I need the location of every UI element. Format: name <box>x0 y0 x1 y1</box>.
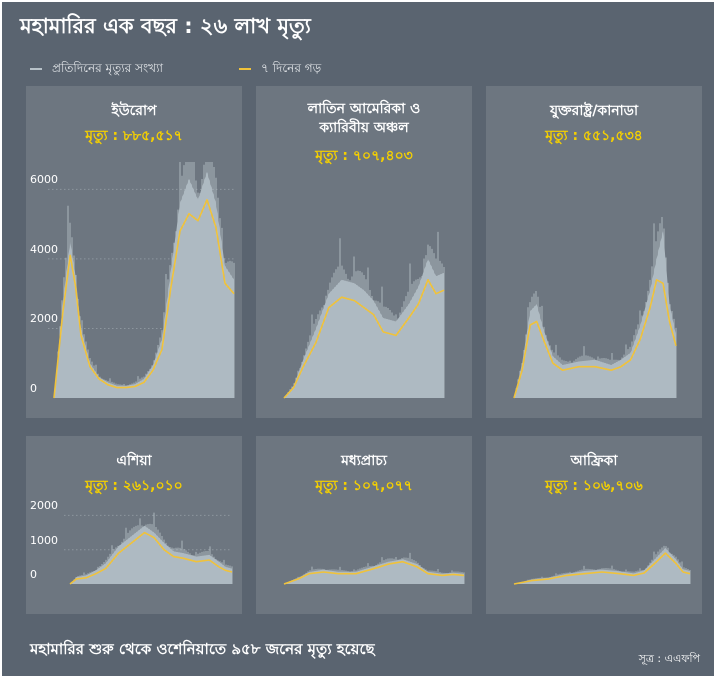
seven-day-avg-line <box>69 531 233 585</box>
daily-deaths-area <box>70 525 232 584</box>
panel-africa-title: আফ্রিকা <box>570 453 618 469</box>
panel-us-canada: যুক্তরাষ্ট্র/কানাডা মৃত্যু : ৫৫১,৫৩৪ <box>486 86 702 418</box>
footer-note: মহামারির শুরু থেকে ওশেনিয়াতে ৯৫৮ জনের ম… <box>30 640 375 658</box>
panel-us-canada-title: যুক্তরাষ্ট্র/কানাডা <box>549 103 639 119</box>
legend-daily-label: প্রতিদিনের মৃত্যুর সংখ্যা <box>52 61 164 75</box>
panel-africa-deaths: মৃত্যু : ১০৬,৭০৬ <box>545 478 643 494</box>
legend-daily: প্রতিদিনের মৃত্যুর সংখ্যা <box>30 60 163 80</box>
panel-latin-america: লাতিন আমেরিকা ও ক্যারিবীয় অঞ্চল মৃত্যু … <box>256 86 472 418</box>
chart-plot <box>513 545 691 585</box>
chart-plot <box>283 552 465 585</box>
chart-plot <box>64 512 233 585</box>
legend-avg-label: ৭ দিনের গড় <box>261 61 322 75</box>
y-tick-label: 2000 <box>30 499 58 513</box>
panel-asia: এশিয়া মৃত্যু : ২৬১,০১০ 0 1000 2000 <box>26 436 242 614</box>
y-tick-label: 1000 <box>30 533 58 547</box>
daily-deaths-area <box>514 231 676 398</box>
legend-avg-swatch <box>239 67 251 70</box>
seven-day-avg-line <box>283 560 465 585</box>
source-credit: সূত্র : এএফপি <box>638 652 700 665</box>
panel-middle-east: মধ্যপ্রাচ্য মৃত্যু : ১০৭,০৭৭ <box>256 436 472 614</box>
panel-europe-deaths: মৃত্যু : ৮৮৫,৫১৭ <box>85 128 183 144</box>
y-tick-label: 0 <box>30 382 37 395</box>
y-tick-label: 6000 <box>30 173 58 187</box>
y-tick-label: 2000 <box>30 312 58 326</box>
panel-latin-america-deaths: মৃত্যু : ৭০৭,৪০৩ <box>315 148 413 164</box>
panel-middle-east-title: মধ্যপ্রাচ্য <box>341 453 387 469</box>
y-tick-label: 0 <box>30 568 37 581</box>
chart-plot <box>513 216 677 399</box>
panel-europe-title: ইউরোপ <box>111 103 157 119</box>
chart-plot <box>283 231 445 399</box>
panel-latin-america-title: লাতিন আমেরিকা ও ক্যারিবীয় অঞ্চল <box>307 101 421 136</box>
seven-day-avg-line <box>53 199 235 399</box>
panel-europe: ইউরোপ মৃত্যু : ৮৮৫,৫১৭ 0 2000 4000 6000 <box>26 86 242 418</box>
panel-asia-title: এশিয়া <box>116 453 152 469</box>
daily-deaths-area <box>54 172 234 398</box>
panel-asia-deaths: মৃত্যু : ২৬১,০১০ <box>85 478 183 494</box>
panel-africa: আফ্রিকা মৃত্যু : ১০৬,৭০৬ <box>486 436 702 614</box>
seven-day-avg-line <box>283 279 445 399</box>
legend-daily-swatch <box>30 67 42 70</box>
y-tick-label: 4000 <box>30 242 58 256</box>
seven-day-avg-line <box>513 279 677 399</box>
page-title: মহামারির এক বছর : ২৬ লাখ মৃত্যু <box>20 14 311 38</box>
legend-avg: ৭ দিনের গড় <box>239 60 321 80</box>
seven-day-avg-line <box>513 552 691 585</box>
panel-middle-east-deaths: মৃত্যু : ১০৭,০৭৭ <box>315 478 413 494</box>
panel-us-canada-deaths: মৃত্যু : ৫৫১,৫৩৪ <box>545 128 643 144</box>
chart-plot <box>48 162 235 399</box>
